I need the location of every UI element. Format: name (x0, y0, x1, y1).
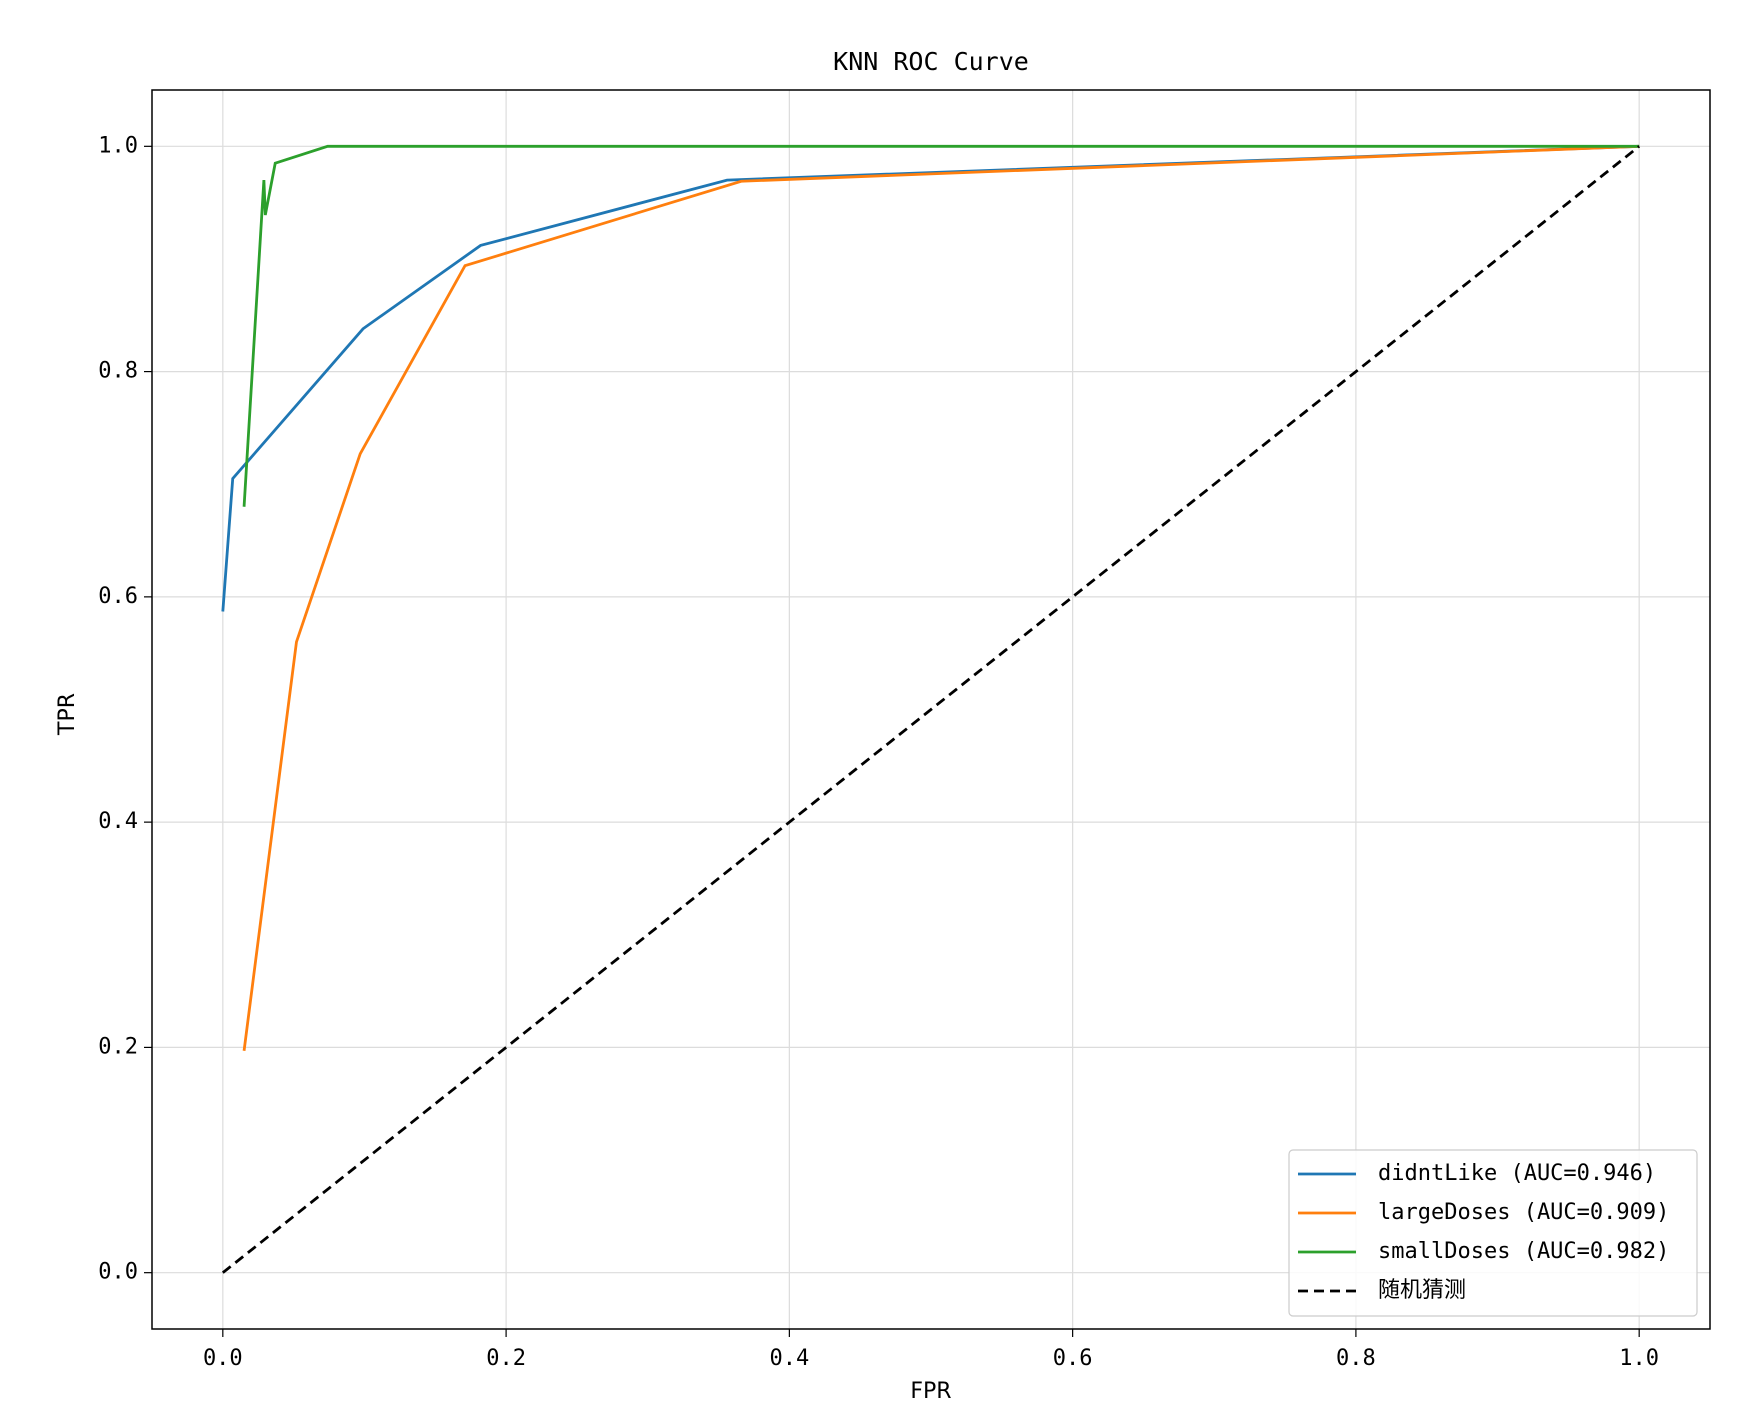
x-tick-label: 1.0 (1619, 1346, 1659, 1371)
x-tick-label: 0.2 (486, 1346, 526, 1371)
legend-label: 随机猜测 (1378, 1278, 1466, 1303)
line-series (242, 144, 1640, 1051)
y-tick-label: 0.6 (98, 584, 138, 609)
chart-title: KNN ROC Curve (833, 47, 1029, 76)
legend-label: didntLike (AUC=0.946) (1378, 1161, 1656, 1186)
line-series (221, 145, 1641, 1274)
y-tick-label: 0.0 (98, 1260, 138, 1285)
legend-box (1288, 1149, 1698, 1317)
x-tick-label: 0.4 (769, 1346, 809, 1371)
legend-label: largeDoses (AUC=0.909) (1378, 1200, 1669, 1225)
legend: didntLike (AUC=0.946) largeDoses (AUC=0.9… (1288, 1149, 1698, 1317)
x-tick-label: 0.0 (203, 1346, 243, 1371)
y-axis-label: TPR (55, 693, 80, 736)
x-tick-label: 0.6 (1053, 1346, 1093, 1371)
y-tick-label: 0.2 (98, 1034, 138, 1059)
x-tick-label: 0.8 (1336, 1346, 1376, 1371)
y-tick-label: 0.8 (98, 359, 138, 384)
plot-frame (151, 89, 1711, 1330)
x-axis-label: FPR (910, 1379, 951, 1402)
line-series (221, 144, 1640, 612)
y-tick-label: 0.4 (98, 809, 138, 834)
line-series (242, 144, 1640, 507)
legend-label: smallDoses (AUC=0.982) (1378, 1239, 1669, 1264)
y-tick-label: 1.0 (98, 133, 138, 158)
